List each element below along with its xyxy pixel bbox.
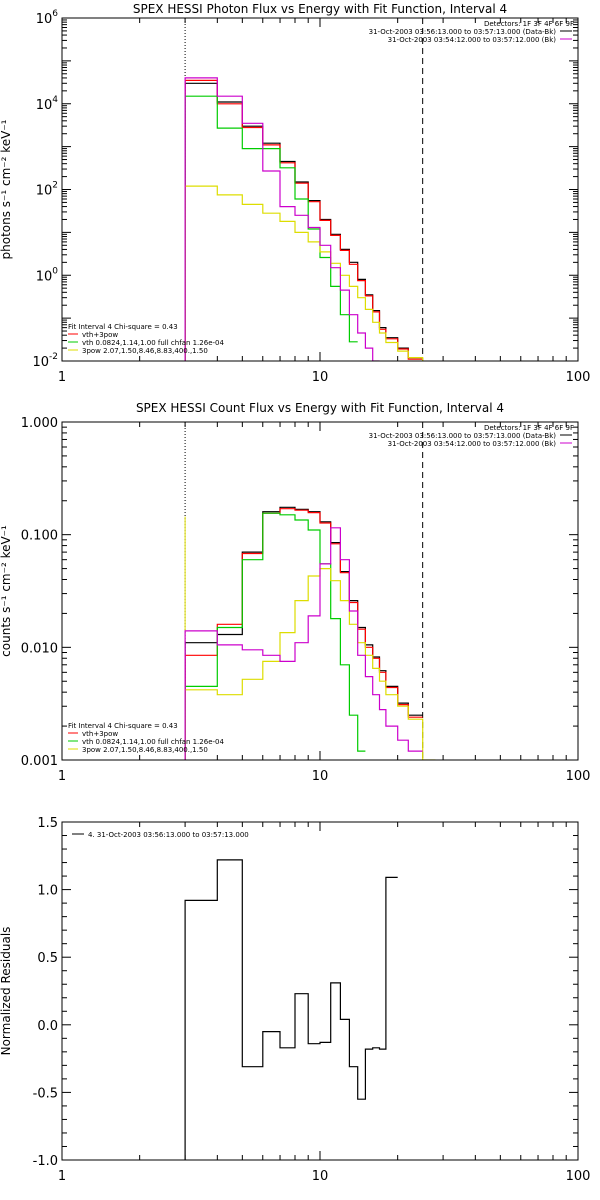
detectors-label: Detectors: 1F 3F 4F 6F 9F	[484, 20, 574, 28]
plot-frame	[61, 421, 579, 761]
panel-residuals: Normalized Residuals 1 10 100 1.5 1.0 0.5 0.0 -0…	[0, 816, 590, 1184]
y-tick-label: 104	[36, 95, 59, 113]
y-axis-label: Normalized Residuals	[0, 927, 13, 1056]
data-series	[184, 77, 424, 361]
y-tick-label: 1.0	[37, 884, 58, 899]
legend-entry: 31-Oct-2003 03:56:13.000 to 03:57:13.000…	[369, 432, 557, 440]
y-tick-label: -1.0	[33, 1154, 58, 1169]
series-line	[184, 508, 423, 760]
y-tick-label: 0.010	[21, 641, 58, 656]
y-tick-label: 0.5	[37, 951, 58, 966]
x-tick-label: 10	[312, 769, 329, 784]
fit-legend-header: Fit Interval 4 Chi-square = 0.43	[68, 722, 178, 730]
detectors-label: Detectors: 1F 3F 4F 6F 9F	[484, 424, 574, 432]
fit-legend-entry: 3pow 2.07,1.50,8.46,8.83,400.,1.50	[82, 746, 208, 754]
data-series	[184, 859, 398, 1160]
fit-legend-entry: vth 0.0824,1.14,1.00 full chfan 1.26e-04	[82, 339, 224, 347]
series-line	[184, 859, 398, 1160]
panel-photon: SPEX HESSI Photon Flux vs Energy with Fi…	[0, 2, 590, 385]
y-axis-label: counts s⁻¹ cm⁻² keV⁻¹	[0, 525, 13, 657]
x-tick-label: 10	[312, 370, 329, 385]
y-ticks	[62, 421, 578, 761]
fit-legend-entry: vth+3pow	[82, 730, 118, 738]
x-tick-label: 1	[58, 769, 66, 784]
y-tick-label: 102	[36, 181, 58, 199]
y-ticks	[62, 17, 578, 362]
panel-count: SPEX HESSI Count Flux vs Energy with Fit…	[0, 401, 590, 784]
fit-legend: Fit Interval 4 Chi-square = 0.43vth+3pow…	[68, 323, 224, 355]
fit-legend-entry: vth+3pow	[82, 331, 118, 339]
y-tick-label: 106	[36, 9, 59, 27]
y-tick-label: 10-2	[32, 352, 58, 370]
legend-entry: 31-Oct-2003 03:54:12.000 to 03:57:12.000…	[388, 36, 557, 44]
y-tick-label: 1.000	[21, 416, 58, 431]
y-tick-label: 0.100	[21, 529, 58, 544]
series-line	[184, 568, 436, 760]
x-tick-label: 100	[566, 769, 591, 784]
fit-legend-entry: 3pow 2.07,1.50,8.46,8.83,400.,1.50	[82, 347, 208, 355]
top-legend: 4. 31-Oct-2003 03:56:13.000 to 03:57:13.…	[72, 831, 249, 839]
legend-entry: 31-Oct-2003 03:56:13.000 to 03:57:13.000…	[369, 28, 557, 36]
series-line	[184, 527, 423, 760]
plot-frame	[61, 821, 579, 1161]
series-line	[184, 77, 380, 361]
y-tick-label: 0.0	[37, 1019, 58, 1034]
y-ticks	[62, 821, 578, 1161]
fit-legend-entry: vth 0.0824,1.14,1.00 full chfan 1.26e-04	[82, 738, 224, 746]
plot-frame	[61, 17, 579, 362]
x-tick-label: 1	[58, 370, 66, 385]
x-tick-label: 100	[566, 370, 591, 385]
fit-legend: Fit Interval 4 Chi-square = 0.43vth+3pow…	[68, 722, 224, 754]
x-ticks	[61, 822, 579, 1160]
series-line	[184, 512, 366, 760]
series-line	[184, 82, 423, 361]
legend-entry: 31-Oct-2003 03:54:12.000 to 03:57:12.000…	[388, 440, 557, 448]
x-tick-label: 10	[312, 1169, 329, 1184]
chart-title: SPEX HESSI Photon Flux vs Energy with Fi…	[133, 2, 507, 16]
x-ticks	[61, 18, 579, 361]
series-line	[184, 506, 423, 760]
y-tick-label: 100	[36, 266, 59, 284]
y-axis-label: photons s⁻¹ cm⁻² keV⁻¹	[0, 119, 13, 259]
y-tick-label: -0.5	[33, 1086, 58, 1101]
x-tick-label: 100	[566, 1169, 591, 1184]
legend-entry: 4. 31-Oct-2003 03:56:13.000 to 03:57:13.…	[88, 831, 249, 839]
data-series	[184, 506, 436, 760]
series-line	[184, 95, 358, 361]
y-tick-label: 1.5	[37, 816, 58, 831]
chart-title: SPEX HESSI Count Flux vs Energy with Fit…	[136, 401, 504, 415]
series-line	[184, 79, 423, 361]
fit-legend-header: Fit Interval 4 Chi-square = 0.43	[68, 323, 178, 331]
y-tick-label: 0.001	[21, 754, 58, 769]
x-tick-label: 1	[58, 1169, 66, 1184]
